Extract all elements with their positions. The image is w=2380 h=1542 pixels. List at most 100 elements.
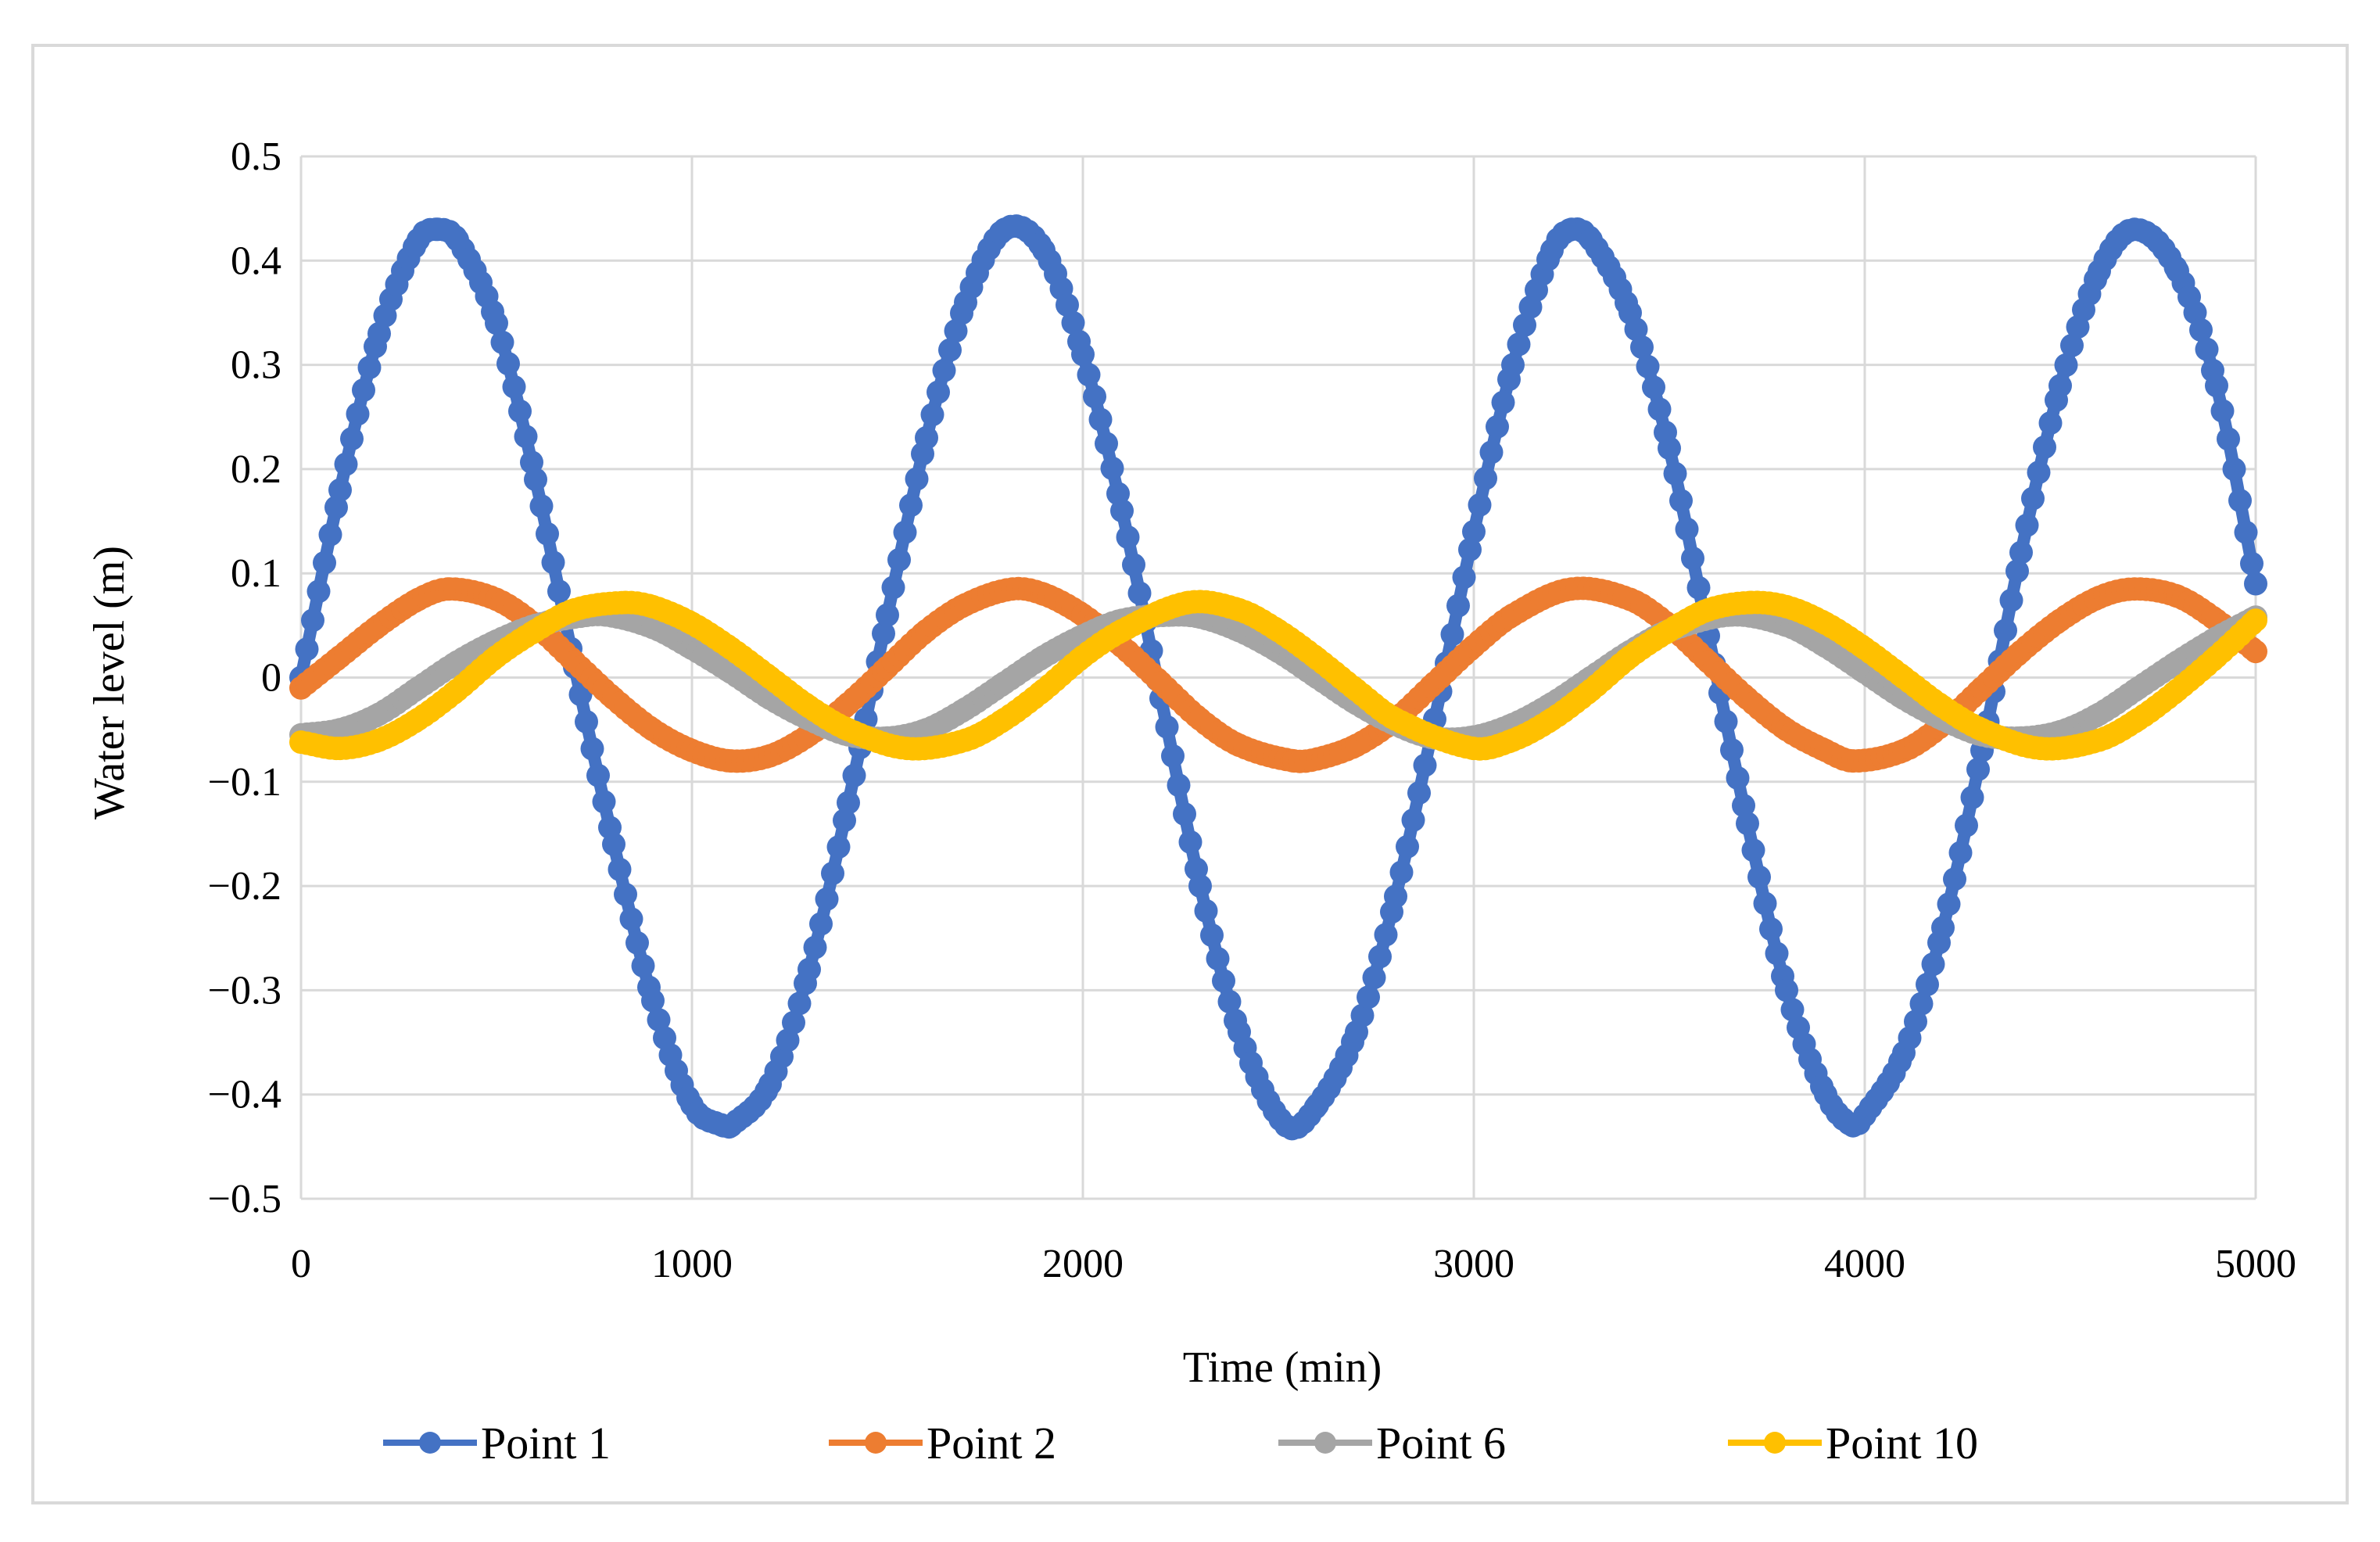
- series-point-1-marker: [340, 427, 364, 451]
- series-point-1-marker: [1173, 802, 1196, 826]
- series-point-1-marker: [536, 522, 559, 546]
- series-point-1-marker: [1071, 342, 1095, 367]
- series-point-1-marker: [1167, 773, 1191, 798]
- series-point-1-marker: [787, 992, 812, 1016]
- series-point-1-marker: [1161, 744, 1185, 768]
- series-point-1-marker: [496, 352, 520, 376]
- series-point-1-marker: [1780, 998, 1805, 1022]
- y-tick-label: 0.2: [231, 447, 281, 492]
- series-point-1-marker: [893, 520, 917, 544]
- series-point-1-marker: [1350, 1003, 1375, 1027]
- series-point-1-marker: [1937, 892, 1961, 916]
- series-point-1-marker: [586, 763, 610, 787]
- series-point-1-marker: [524, 468, 547, 492]
- series-point-1-marker: [2038, 411, 2063, 435]
- series-point-10: [289, 590, 2267, 761]
- series-point-1-marker: [367, 321, 391, 346]
- series-point-1-marker: [313, 550, 336, 575]
- series-point-1-marker: [1658, 436, 1681, 461]
- series-point-1-marker: [1188, 874, 1212, 898]
- series-point-1-marker: [944, 319, 968, 343]
- series-point-1-marker: [776, 1028, 800, 1053]
- series-point-1-marker: [1212, 969, 1235, 993]
- series-point-1-marker: [876, 603, 899, 627]
- x-tick-label: 4000: [1824, 1242, 1905, 1286]
- series-point-1-marker: [514, 425, 538, 449]
- series-point-1-marker: [301, 608, 324, 633]
- series-point-1-marker: [1741, 838, 1765, 862]
- series-point-1-marker: [1368, 945, 1392, 969]
- series-point-1-marker: [1452, 565, 1476, 590]
- series-point-1-marker: [608, 857, 632, 881]
- series-point-1-marker: [1732, 794, 1755, 818]
- series-point-1-marker: [1663, 461, 1687, 486]
- series-point-1-marker: [541, 550, 565, 575]
- series-point-1-marker: [1178, 830, 1203, 854]
- legend: Point 1 Point 2 Point 6 Point 10: [383, 1418, 1978, 1468]
- series-point-1-marker: [1194, 898, 1218, 923]
- y-tick-label: 0.4: [231, 238, 281, 283]
- series-point-1-marker: [1720, 738, 1744, 762]
- series-point-1-marker: [821, 861, 844, 885]
- series-point-1-marker: [1630, 335, 1654, 359]
- y-tick-label: 0.5: [231, 134, 281, 179]
- series-point-1-marker: [334, 452, 358, 476]
- series-point-1-marker: [2054, 353, 2078, 377]
- series-point-1-marker: [2027, 461, 2051, 485]
- series-point-1-marker: [1765, 941, 1789, 966]
- series-point-1-marker: [641, 988, 665, 1013]
- y-tick-label: 0.3: [231, 343, 281, 388]
- series-point-1-marker: [1479, 440, 1504, 464]
- legend-label: Point 2: [927, 1418, 1056, 1468]
- series-point-1-marker: [1966, 757, 1990, 781]
- series-point-10-marker: [2244, 608, 2267, 633]
- series-point-1-marker: [833, 809, 856, 833]
- series-point-1-marker: [938, 338, 962, 362]
- legend-swatch-marker: [419, 1432, 441, 1454]
- series-point-1-marker: [1686, 576, 1711, 600]
- legend-label: Point 6: [1376, 1418, 1506, 1468]
- series-point-1-marker: [1999, 588, 2023, 612]
- series-point-1-marker: [1401, 808, 1425, 832]
- outer-border: [31, 44, 2349, 1504]
- series-point-1-marker: [1960, 785, 1984, 809]
- series-point-1-marker: [2060, 333, 2084, 357]
- series-point-1-marker: [1491, 390, 1515, 414]
- series-point-1-marker: [1507, 332, 1531, 357]
- series-point-1-marker: [1486, 414, 1509, 439]
- series-point-1-marker: [1759, 917, 1783, 941]
- series-point-1-marker: [1775, 978, 1798, 1002]
- series-point-1-marker: [803, 935, 827, 959]
- x-tick-label: 1000: [651, 1242, 733, 1286]
- series-point-1-marker: [619, 907, 643, 931]
- series-point-1-marker: [1948, 841, 1973, 865]
- series-point-1-marker: [1206, 947, 1230, 970]
- series-point-1-marker: [2205, 374, 2228, 398]
- series-point-1-marker: [1200, 923, 1224, 947]
- series-point-1-marker: [1474, 466, 1497, 490]
- series-point-1-marker: [826, 835, 851, 859]
- series-point-1-marker: [1413, 753, 1437, 777]
- series-layer: [289, 214, 2267, 1141]
- series-point-1-marker: [2021, 486, 2045, 511]
- series-point-1-marker: [1636, 354, 1660, 378]
- series-point-1-marker: [798, 957, 821, 981]
- series-point-1-marker: [920, 403, 944, 427]
- series-point-1-marker: [592, 790, 616, 814]
- series-point-1-marker: [1747, 865, 1771, 889]
- y-tick-label: −0.3: [208, 968, 281, 1013]
- y-tick-label: −0.5: [208, 1177, 281, 1221]
- series-point-1-marker: [2234, 520, 2258, 544]
- series-point-1-marker: [809, 912, 833, 936]
- series-point-1-marker: [318, 522, 342, 547]
- series-point-1-marker: [502, 375, 526, 399]
- series-point-1-marker: [1681, 547, 1704, 570]
- y-tick-label: −0.1: [208, 760, 281, 805]
- series-point-1-marker: [2189, 318, 2213, 342]
- y-tick-label: −0.2: [208, 864, 281, 909]
- series-point-1-marker: [2009, 540, 2033, 565]
- legend-item-point-1: Point 1: [383, 1418, 611, 1468]
- y-axis-title: Water level (m): [85, 546, 134, 819]
- legend-swatch-marker: [865, 1432, 887, 1454]
